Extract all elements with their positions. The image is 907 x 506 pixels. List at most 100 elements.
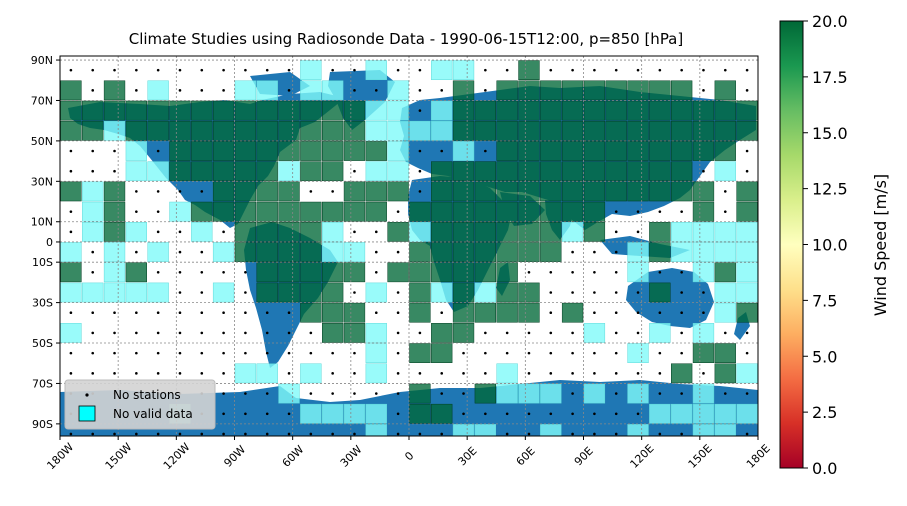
no-station-dot	[658, 311, 662, 315]
no-station-dot	[745, 331, 749, 335]
no-station-dot	[135, 351, 138, 355]
valid-data-cell	[714, 100, 736, 121]
valid-data-cell	[103, 100, 126, 121]
no-station-dot	[571, 250, 574, 254]
valid-data-cell	[605, 80, 627, 101]
no-station-dot	[287, 372, 291, 375]
no-valid-data-cell	[409, 120, 431, 141]
legend-label-no-stations: No stations	[113, 388, 181, 402]
no-station-dot	[156, 149, 160, 153]
valid-data-cell	[212, 120, 235, 141]
no-valid-data-cell	[147, 282, 169, 303]
no-valid-data-cell	[692, 403, 715, 424]
no-station-dot	[505, 432, 509, 436]
no-station-dot	[156, 210, 160, 213]
no-station-dot	[440, 89, 444, 92]
no-station-dot	[440, 372, 444, 375]
valid-data-cell	[191, 141, 213, 161]
no-valid-data-cell	[736, 363, 758, 384]
no-station-dot	[418, 109, 422, 112]
valid-data-cell	[278, 120, 300, 141]
no-valid-data-cell	[431, 282, 453, 303]
no-station-dot	[222, 351, 225, 355]
valid-data-cell	[234, 242, 257, 262]
valid-data-cell	[496, 100, 518, 121]
valid-data-cell	[627, 80, 649, 101]
no-station-dot	[178, 270, 182, 274]
no-station-dot	[178, 89, 182, 92]
no-station-dot	[396, 392, 400, 395]
valid-data-cell	[474, 302, 496, 323]
no-station-dot	[353, 351, 356, 355]
valid-data-cell	[409, 282, 431, 303]
no-station-dot	[91, 432, 95, 436]
valid-data-cell	[561, 201, 584, 222]
no-station-dot	[69, 169, 73, 173]
no-station-dot	[396, 412, 400, 416]
no-station-dot	[222, 311, 225, 315]
no-station-dot	[222, 432, 225, 436]
y-tick-label: 50N	[31, 135, 53, 148]
valid-data-cell	[125, 100, 147, 121]
valid-data-cell	[496, 161, 518, 182]
map-title: Climate Studies using Radiosonde Data - …	[129, 30, 683, 48]
no-valid-data-cell	[300, 363, 322, 384]
no-station-dot	[156, 190, 160, 193]
valid-data-cell	[431, 201, 453, 222]
no-station-dot	[244, 351, 247, 355]
no-station-dot	[156, 311, 160, 315]
valid-data-cell	[474, 201, 496, 222]
no-station-dot	[265, 392, 269, 395]
valid-data-cell	[343, 262, 366, 283]
no-station-dot	[614, 250, 618, 254]
valid-data-cell	[452, 181, 475, 202]
no-station-dot	[113, 68, 116, 72]
no-station-dot	[222, 68, 225, 72]
no-valid-data-cell	[387, 161, 409, 182]
valid-data-cell	[736, 302, 758, 323]
no-valid-data-cell	[365, 424, 387, 436]
legend: No stations No valid data	[64, 379, 216, 430]
no-station-dot	[244, 291, 247, 294]
no-station-dot	[593, 432, 596, 436]
valid-data-cell	[692, 343, 715, 363]
no-station-dot	[549, 270, 553, 274]
no-station-dot	[69, 311, 73, 315]
no-valid-data-cell	[322, 403, 344, 424]
valid-data-cell	[322, 323, 344, 343]
no-station-dot	[658, 372, 662, 375]
valid-data-cell	[60, 120, 82, 141]
valid-data-cell	[474, 120, 496, 141]
no-valid-data-cell	[561, 221, 584, 242]
valid-data-cell	[649, 100, 671, 121]
no-valid-data-cell	[300, 80, 322, 101]
valid-data-cell	[540, 120, 562, 141]
no-valid-data-cell	[82, 282, 104, 303]
no-station-dot	[353, 372, 356, 375]
no-valid-data-cell	[627, 262, 649, 283]
no-station-dot	[745, 149, 749, 153]
valid-data-cell	[431, 161, 453, 182]
no-station-dot	[287, 89, 291, 92]
no-station-dot	[244, 432, 247, 436]
no-station-dot	[309, 392, 313, 395]
valid-data-cell	[212, 181, 235, 202]
valid-data-cell	[518, 80, 540, 101]
valid-data-cell	[605, 181, 627, 202]
no-valid-data-cell	[125, 141, 147, 161]
valid-data-cell	[714, 343, 736, 363]
no-valid-data-cell	[736, 242, 758, 262]
no-station-dot	[374, 311, 378, 315]
valid-data-cell	[671, 120, 693, 141]
valid-data-cell	[212, 201, 235, 222]
valid-data-cell	[452, 302, 475, 323]
no-station-dot	[658, 432, 662, 436]
no-station-dot	[69, 432, 73, 436]
no-station-dot	[353, 89, 356, 92]
valid-data-cell	[518, 302, 540, 323]
no-valid-data-cell	[387, 141, 409, 161]
valid-data-cell	[234, 100, 257, 121]
colorbar-gradient	[779, 20, 804, 469]
valid-data-cell	[300, 302, 322, 323]
no-station-dot	[462, 372, 465, 375]
